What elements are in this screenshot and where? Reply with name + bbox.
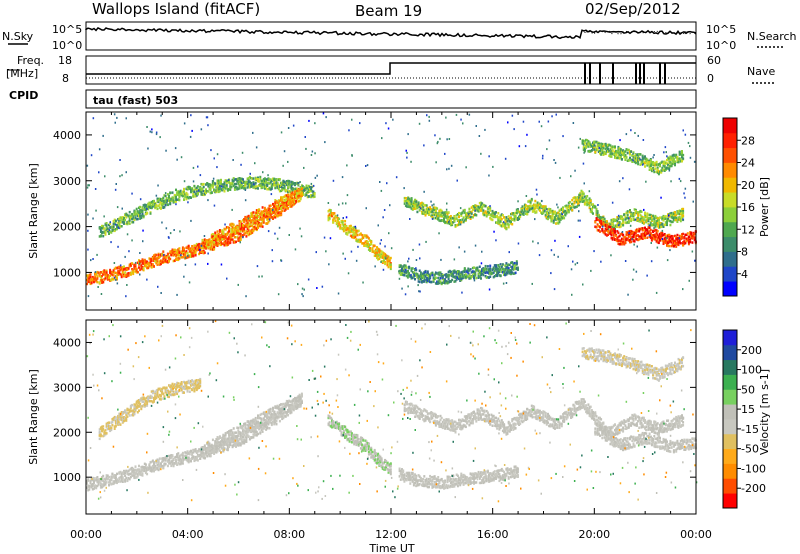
colorbar-cell	[723, 281, 737, 297]
colorbar-cell	[723, 162, 737, 178]
colorbar-cell	[723, 236, 737, 252]
site-title: Wallops Island (fitACF)	[92, 0, 260, 18]
power-y-axis-label: Slant Range [km]	[27, 163, 40, 259]
freq-bottom-tick: 8	[62, 72, 69, 85]
cpid-strip: CPID tau (fast) 503	[9, 89, 697, 109]
colorbar-cell	[723, 251, 737, 267]
colorbar-tick-label: 50	[741, 383, 755, 396]
velocity-colorbar: -200 -100 -50 -15 15 50 100 200 Velocity [m s-1…	[722, 329, 771, 509]
x-tick-label: 08:00	[273, 528, 305, 541]
freq-spikes	[584, 63, 666, 84]
colorbar-cell	[723, 132, 737, 149]
colorbar-tick-label: 12	[741, 223, 755, 236]
y-tick-label: 4000	[53, 129, 81, 142]
colorbar-cell	[723, 478, 737, 494]
y-tick-label: 1000	[53, 266, 81, 279]
colorbar-tick-label: -15	[741, 423, 759, 436]
y-tick-label: 1000	[53, 471, 81, 484]
colorbar-cell	[723, 374, 737, 390]
colorbar-tick-label: 16	[741, 201, 755, 214]
nave-bottom-tick: 0	[707, 72, 714, 85]
power-echo-cells	[86, 112, 697, 298]
colorbar-cell	[723, 493, 737, 509]
velocity-echo-cells	[86, 320, 698, 503]
colorbar-cell	[723, 448, 737, 464]
freq-top-tick: 18	[58, 54, 72, 67]
nsearch-top-tick: 10^5	[706, 23, 736, 36]
colorbar-tick-label: 20	[741, 179, 755, 192]
nsky-label: N.Sky	[2, 30, 34, 43]
x-tick-label: 12:00	[375, 528, 407, 541]
y-tick-label: 2000	[53, 426, 81, 439]
colorbar-cell	[723, 207, 737, 223]
colorbar-cell	[723, 389, 737, 405]
y-tick-label: 3000	[53, 175, 81, 188]
power-panel: 1000 2000 3000 4000 Slant Range [km]	[27, 111, 697, 311]
colorbar-cell	[723, 192, 737, 208]
colorbar-cell	[723, 344, 737, 361]
colorbar-tick-label: -50	[741, 443, 759, 456]
beam-label: Beam 19	[355, 2, 422, 20]
time-tick-labels: 00:00 04:00 08:00 12:00 16:00 20:00 00:00	[70, 528, 712, 541]
date-label: 02/Sep/2012	[585, 0, 681, 18]
power-colorbar: 4 8 12 16 20 24 28 Power [dB]	[722, 117, 771, 297]
colorbar-tick-label: 4	[741, 268, 748, 281]
y-tick-label: 2000	[53, 221, 81, 234]
velocity-y-axis-label: Slant Range [km]	[27, 369, 40, 465]
colorbar-cell	[723, 463, 737, 479]
power-y-ticks: 1000 2000 3000 4000	[53, 129, 696, 279]
colorbar-cell	[723, 419, 737, 435]
colorbar-tick-label: 8	[741, 246, 748, 259]
cpid-label: CPID	[9, 89, 38, 102]
colorbar-cell	[723, 330, 737, 346]
colorbar-tick-label: 200	[741, 344, 762, 357]
velocity-x-ticks	[85, 320, 697, 514]
freq-trace	[86, 62, 696, 75]
colorbar-cell	[723, 147, 737, 163]
velocity-y-ticks: 1000 2000 3000 4000	[53, 336, 696, 484]
colorbar-tick-label: 28	[741, 134, 755, 147]
nsearch-bottom-tick: 10^0	[706, 39, 736, 52]
x-tick-label: 20:00	[578, 528, 610, 541]
nave-top-tick: 60	[707, 54, 721, 67]
x-tick-label: 04:00	[172, 528, 204, 541]
x-tick-label: 00:00	[70, 528, 102, 541]
x-tick-label: 00:00	[680, 528, 712, 541]
colorbar-tick-label: -100	[741, 462, 766, 475]
noise-strip: N.Sky 10^5 10^0 N.Search 10^5 10^0	[2, 21, 797, 52]
colorbar-tick-label: 100	[741, 364, 762, 377]
nsearch-label: N.Search	[747, 30, 797, 43]
y-tick-label: 3000	[53, 381, 81, 394]
x-axis-label: Time UT	[368, 542, 414, 554]
x-tick-label: 16:00	[477, 528, 509, 541]
colorbar-cell	[723, 177, 737, 193]
power-x-ticks	[85, 112, 697, 310]
colorbar-tick-label: 24	[741, 157, 755, 170]
freq-label: Freq.	[17, 54, 44, 67]
colorbar-tick-label: 15	[741, 403, 755, 416]
velocity-panel: 1000 2000 3000 4000 Slant Range [km]	[27, 319, 698, 515]
velocity-colorbar-label: Velocity [m s-1]	[758, 369, 771, 455]
y-tick-label: 4000	[53, 336, 81, 349]
cpid-value: tau (fast) 503	[93, 94, 178, 107]
colorbar-cell	[723, 404, 737, 420]
nsky-top-tick: 10^5	[52, 23, 82, 36]
colorbar-cell	[723, 433, 737, 450]
colorbar-tick-label: -200	[741, 482, 766, 495]
nave-label: Nave	[747, 65, 775, 78]
nsky-trace	[85, 26, 697, 40]
colorbar-cell	[723, 359, 737, 375]
freq-unit-label: [MHz]	[6, 67, 38, 80]
colorbar-cell	[723, 221, 737, 238]
colorbar-cell	[723, 118, 737, 134]
nsky-bottom-tick: 10^0	[52, 39, 82, 52]
frequency-strip: Freq. [MHz] 18 8 Nave 60 0	[6, 54, 776, 85]
colorbar-cell	[723, 266, 737, 282]
power-colorbar-label: Power [dB]	[758, 177, 771, 237]
